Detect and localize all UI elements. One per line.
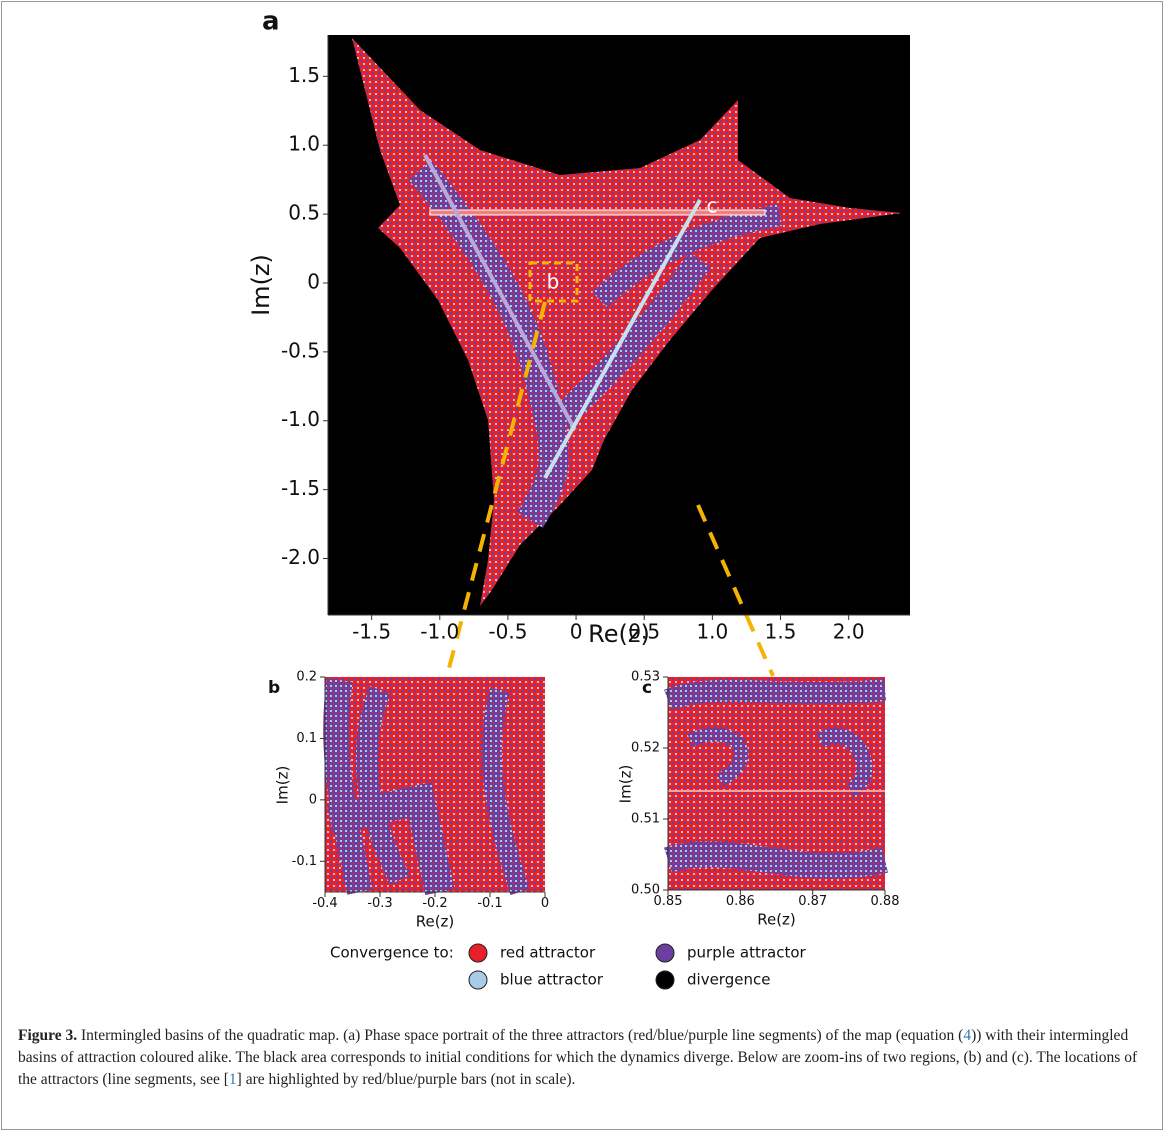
blue-attractor-bar [543, 199, 702, 479]
legend-swatch [655, 943, 675, 963]
basin-band [664, 679, 887, 711]
legend-label: divergence [687, 971, 770, 989]
figure: b c -1.5 -1.0 -0.5 0 0.5 1.0 1.5 2.01.51.00.50-… [247, 7, 910, 990]
x-tick-label: 1.0 [696, 620, 728, 644]
y-tick-label: 0.50 [631, 883, 660, 898]
x-tick-label: 2.0 [833, 620, 865, 644]
y-tick-label: -2.0 [281, 545, 320, 569]
basin-band [326, 782, 455, 896]
basin-band [481, 687, 530, 896]
panel-label: c [642, 678, 652, 698]
y-axis-label: Im(z) [617, 765, 635, 804]
x-tick-label: 0 [570, 620, 583, 644]
legend-swatch [655, 970, 675, 990]
red-attractor-bar [429, 209, 766, 216]
purple-attractor-bar [423, 154, 577, 431]
x-axis-label: Re(z) [588, 620, 650, 648]
zoom-line [446, 301, 547, 673]
y-tick-label: -0.1 [292, 854, 317, 869]
x-tick-label: 0.86 [726, 894, 755, 909]
x-tick-label: -0.3 [367, 896, 392, 911]
caption-text: )) with their intermingled basins of att… [18, 1027, 1138, 1088]
legend-swatch [468, 970, 488, 990]
y-tick-label: 0.51 [631, 812, 660, 827]
legend-label: blue attractor [500, 971, 604, 989]
y-tick-label: -1.0 [281, 407, 320, 431]
x-tick-label: 0.88 [871, 894, 900, 909]
x-tick-label: -0.1 [477, 896, 502, 911]
x-tick-label: 0.87 [798, 894, 827, 909]
y-tick-label: -0.5 [281, 338, 320, 362]
panel-label: b [268, 678, 280, 698]
x-axis-label: Re(z) [757, 911, 796, 929]
basin-shape [352, 38, 902, 606]
y-axis-label: Im(z) [247, 254, 275, 316]
zoom-line [696, 504, 775, 677]
x-tick-label: -1.0 [420, 620, 459, 644]
caption-label: Figure 3. [18, 1027, 78, 1044]
x-tick-label: 0.85 [654, 894, 683, 909]
y-tick-label: 0.53 [631, 670, 660, 685]
equation-link[interactable]: 4 [963, 1027, 972, 1044]
caption: Figure 3. Intermingled basins of the qua… [18, 1025, 1150, 1091]
caption-text: ] are highlighted by red/blue/purple bar… [236, 1071, 576, 1088]
legend-title: Convergence to: [330, 944, 454, 962]
x-tick-label: 0 [541, 896, 549, 911]
basin-band [323, 677, 373, 895]
zoom-label: b [547, 270, 560, 294]
y-tick-label: 1.5 [288, 63, 320, 87]
x-tick-label: 1.5 [765, 620, 797, 644]
y-tick-label: 0.1 [296, 731, 317, 746]
basin-band [664, 841, 888, 879]
y-tick-label: 0.52 [631, 741, 660, 756]
legend-swatch [468, 943, 488, 963]
basin-band [687, 727, 749, 787]
y-tick-label: 0.5 [288, 201, 320, 225]
zoom-box [528, 261, 579, 303]
x-tick-label: -0.4 [312, 896, 337, 911]
x-tick-label: -0.5 [488, 620, 527, 644]
x-tick-label: 0.5 [628, 620, 660, 644]
y-tick-label: 0 [309, 792, 317, 807]
y-tick-label: -1.5 [281, 476, 320, 500]
caption-text: Intermingled basins of the quadratic map… [81, 1027, 964, 1044]
x-tick-label: -0.2 [422, 896, 447, 911]
y-tick-label: 0.2 [296, 670, 317, 685]
basin-band [355, 685, 410, 885]
zoom-label: c [707, 194, 718, 218]
legend-label: red attractor [500, 944, 596, 962]
y-axis-label: Im(z) [274, 766, 292, 805]
basin-band [550, 252, 711, 430]
legend-label: purple attractor [687, 944, 807, 962]
x-tick-label: -1.5 [352, 620, 391, 644]
x-axis-label: Re(z) [416, 913, 455, 931]
y-tick-label: 0 [307, 269, 320, 293]
y-tick-label: 1.0 [288, 132, 320, 156]
citation-link[interactable]: 1 [228, 1071, 237, 1088]
panel-label: a [262, 7, 280, 37]
basin-band [816, 728, 873, 798]
